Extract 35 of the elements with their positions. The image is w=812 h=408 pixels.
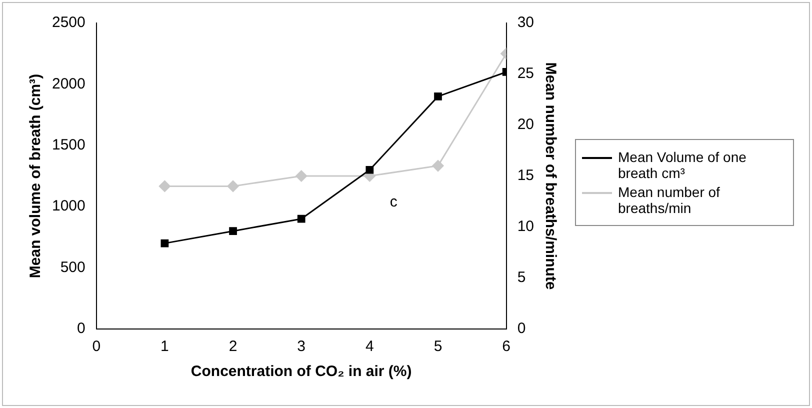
x-tick-label: 5	[434, 338, 442, 356]
x-tick-label: 1	[160, 338, 169, 356]
y-tick-label: 1500	[52, 136, 86, 154]
x-tick-label: 0	[92, 338, 101, 356]
point	[158, 180, 170, 192]
x-tick-label: 4	[365, 338, 374, 356]
x-tick-label: 6	[502, 338, 510, 356]
y2-tick-label: 20	[517, 116, 534, 134]
point	[229, 227, 237, 236]
y-tick-label: 2000	[52, 75, 86, 92]
y2-tick-label: 15	[517, 167, 534, 184]
annotation: c	[390, 194, 398, 211]
legend-label: Mean Volume of one breath cm³	[618, 149, 748, 181]
y2-axis-title: Mean number of breaths/minute	[542, 62, 559, 290]
x-tick-label: 3	[297, 338, 306, 356]
point	[296, 170, 308, 182]
y-tick-label: 500	[60, 258, 86, 276]
y2-tick-label: 30	[517, 14, 534, 32]
y2-tick-label: 10	[517, 218, 534, 236]
y-tick-label: 2500	[52, 14, 86, 32]
point	[432, 160, 444, 172]
point	[366, 166, 374, 174]
point	[160, 239, 169, 248]
point	[227, 180, 239, 192]
x-axis-title: Concentration of CO₂ in air (%)	[190, 363, 412, 380]
y2-tick-label: 5	[517, 269, 526, 286]
y2-tick-label: 0	[517, 320, 526, 338]
legend-label: Mean number of breaths/min	[618, 184, 721, 216]
point	[434, 92, 442, 100]
y-tick-label: 1000	[52, 198, 86, 215]
x-tick-label: 2	[228, 338, 238, 356]
y-tick-label: 0	[77, 320, 86, 338]
y-axis-title: Mean volume of breath (cm³)	[27, 74, 44, 278]
point	[297, 214, 306, 223]
y2-tick-label: 25	[517, 65, 534, 82]
